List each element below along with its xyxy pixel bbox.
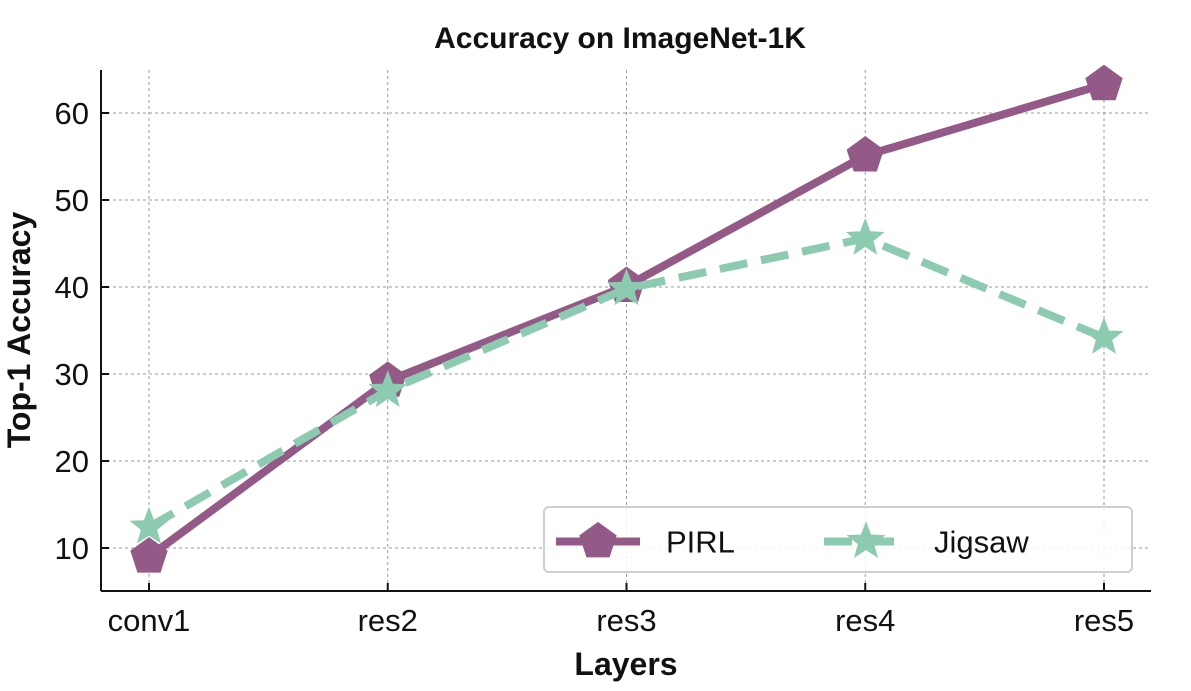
- axes: conv1 res2 res3 res4 res5 10 20 30 40 50 60: [55, 70, 1151, 638]
- series-line-jigsaw: [147, 234, 1106, 531]
- y-tick-label: 20: [55, 444, 89, 479]
- x-axis-label: Layers: [574, 646, 677, 682]
- series-jigsaw: [129, 217, 1124, 544]
- x-tick-label: res2: [358, 603, 418, 638]
- star-marker: [368, 370, 408, 408]
- y-tick-label: 50: [55, 183, 89, 218]
- pentagon-marker: [130, 537, 168, 573]
- pentagon-marker: [1085, 64, 1123, 101]
- x-tick-label: res3: [596, 603, 656, 638]
- star-marker: [845, 217, 885, 255]
- legend-label-pirl: PIRL: [666, 525, 735, 560]
- y-tick-label: 10: [55, 531, 89, 566]
- series-layer: [129, 64, 1124, 573]
- chart-title: Accuracy on ImageNet-1K: [434, 22, 806, 55]
- legend-star-marker: [846, 521, 886, 559]
- x-tick-label: conv1: [108, 603, 191, 638]
- legend: PIRL Jigsaw: [543, 506, 1133, 573]
- pentagon-marker: [846, 135, 884, 172]
- y-tick-label: 60: [55, 96, 89, 131]
- legend-label-jigsaw: Jigsaw: [934, 525, 1029, 560]
- y-tick-label: 30: [55, 357, 89, 392]
- star-marker: [129, 506, 169, 544]
- x-tick-label: res5: [1074, 603, 1134, 638]
- y-tick-label: 40: [55, 270, 89, 305]
- legend-pentagon-marker: [579, 521, 617, 558]
- star-marker: [1084, 317, 1124, 354]
- y-axis-label: Top-1 Accuracy: [1, 212, 37, 449]
- x-tick-label: res4: [835, 603, 895, 638]
- star-marker: [607, 268, 646, 306]
